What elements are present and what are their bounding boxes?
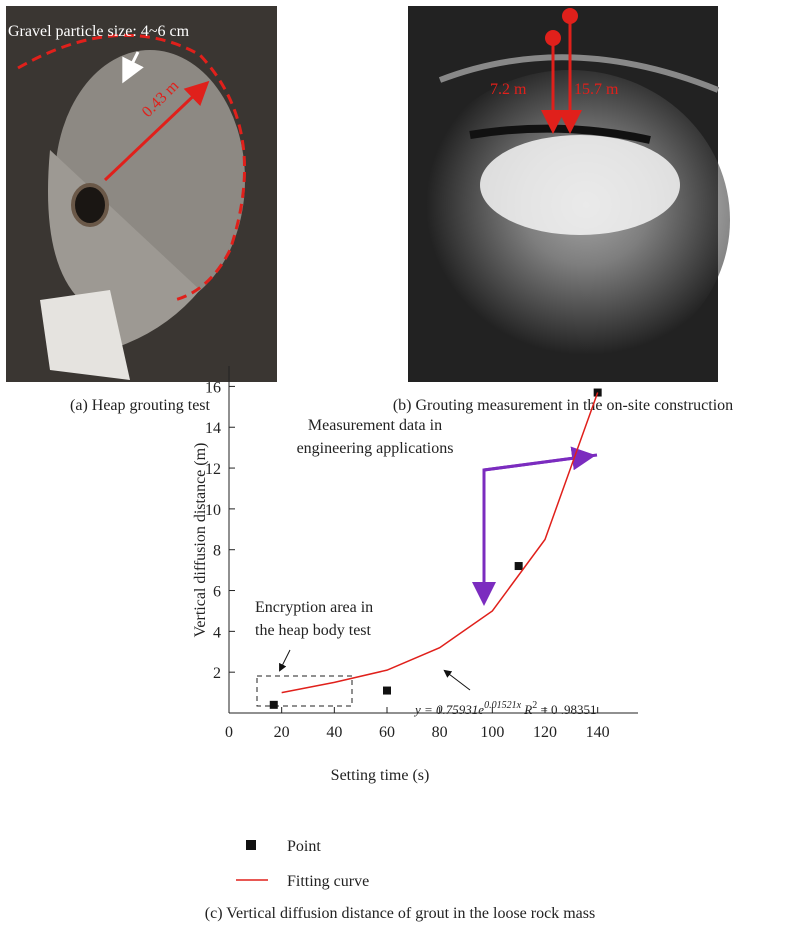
caption: (b) Grouting measurement in the on-site …: [393, 397, 733, 414]
figure: Gravel particle size: 4~6 cm 0.43 m (a) …: [0, 0, 793, 932]
equation-part: y = 0.75931e: [413, 702, 484, 717]
photo-label: Gravel particle size: 4~6 cm: [8, 23, 190, 40]
fit-curve: [282, 393, 598, 693]
y-tick-label: 16: [205, 379, 221, 396]
arrow: [280, 650, 290, 670]
legend-label: Point: [287, 838, 321, 855]
x-tick-label: 120: [533, 724, 557, 741]
point: [270, 701, 278, 709]
photo-label: 15.7 m: [574, 81, 619, 98]
legend-label: Fitting curve: [287, 873, 369, 890]
x-tick-label: 60: [379, 724, 395, 741]
equation-part: R: [521, 702, 532, 717]
equation-part: = 0 .98351: [537, 702, 596, 717]
y-tick-label: 4: [213, 624, 221, 641]
photo-label: 7.2 m: [490, 81, 527, 98]
point: [515, 562, 523, 570]
x-axis-label: Setting time (s): [331, 767, 430, 784]
caption: (c) Vertical diffusion distance of grout…: [205, 905, 595, 922]
annotation: Encryption area in: [255, 599, 373, 616]
y-tick-label: 8: [213, 543, 221, 560]
legend-swatch: [246, 840, 256, 850]
photo-b: 7.2 m 15.7 m: [408, 6, 730, 382]
annotation: the heap body test: [255, 622, 372, 639]
y-tick-label: 14: [205, 420, 221, 437]
caption: (a) Heap grouting test: [70, 397, 211, 414]
x-tick-label: 140: [586, 724, 610, 741]
annotation: Measurement data in: [308, 417, 442, 434]
x-tick-label: 20: [274, 724, 290, 741]
y-tick-label: 2: [213, 665, 221, 682]
y-tick-label: 10: [205, 502, 221, 519]
arrow: [484, 455, 597, 600]
x-tick-label: 0: [225, 724, 233, 741]
arrow: [445, 671, 470, 690]
y-tick-label: 12: [205, 461, 221, 478]
x-tick-label: 80: [432, 724, 448, 741]
y-tick-label: 6: [213, 584, 221, 601]
equation: y = 0.75931e0.01521x R2 = 0 .98351: [413, 700, 597, 717]
photo-a: Gravel particle size: 4~6 cm 0.43 m: [6, 6, 277, 382]
equation-part: 0.01521x: [484, 700, 522, 711]
x-tick-label: 100: [480, 724, 504, 741]
x-tick-label: 40: [326, 724, 342, 741]
point: [383, 687, 391, 695]
annotation: engineering applications: [297, 440, 454, 457]
